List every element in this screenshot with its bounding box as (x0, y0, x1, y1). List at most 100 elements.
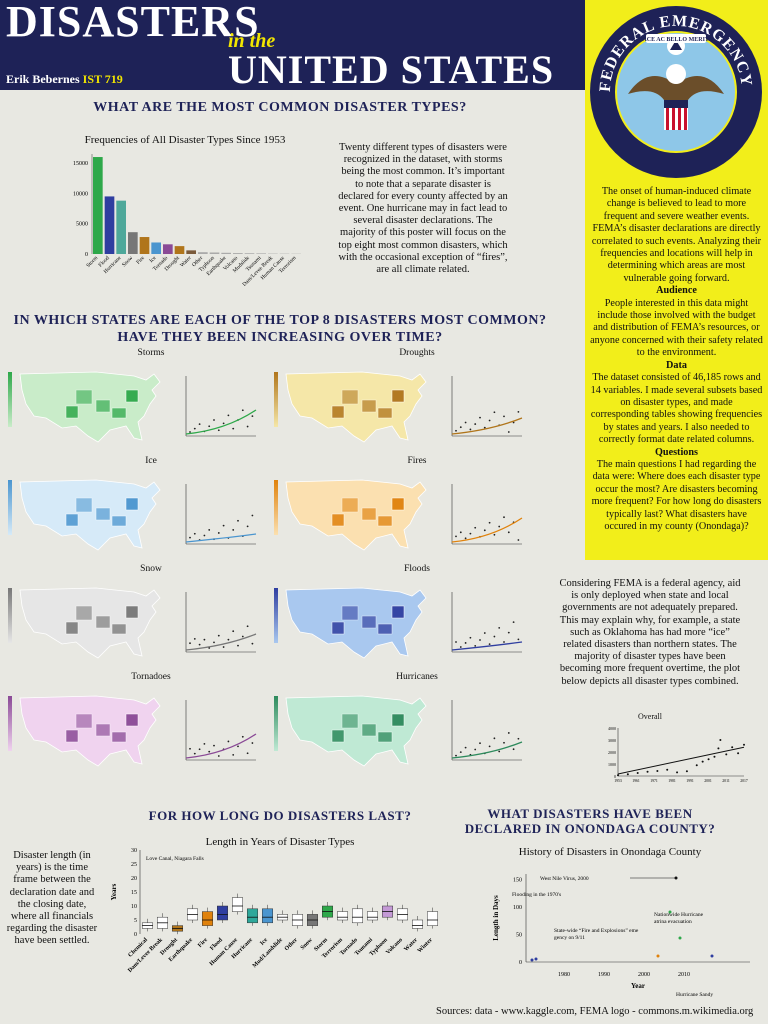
bar (221, 252, 231, 254)
trend-point (246, 625, 249, 628)
trend-point (493, 635, 496, 638)
state-highlight (125, 713, 139, 727)
overall-y-tick: 4000 (608, 726, 616, 731)
trend-line (185, 409, 257, 435)
course-tag: IST 719 (82, 72, 123, 86)
state-highlight (341, 389, 359, 405)
trend-point (483, 426, 486, 429)
panel-title: Droughts (399, 348, 435, 358)
state-highlight (125, 389, 139, 403)
onondaga-history-chart: Length in Days Year 0 50 100 150 1980 1990 2000 2… (492, 874, 750, 998)
trend-point (217, 429, 220, 432)
us-map (285, 587, 427, 659)
trend-point (189, 431, 191, 433)
trend-point (503, 641, 505, 643)
state-highlight (377, 515, 393, 527)
legend-bar (8, 588, 12, 643)
trend-point (474, 526, 477, 529)
bar (198, 252, 208, 254)
trend-point (251, 642, 254, 645)
trend-point (208, 750, 211, 753)
box (232, 897, 243, 912)
trend-point (517, 539, 520, 541)
legend-bar (274, 372, 278, 427)
trend-line (185, 533, 257, 543)
overall-point (725, 753, 728, 756)
trend-point (503, 741, 505, 744)
panel-title: Floods (404, 564, 430, 574)
state-highlight (391, 605, 405, 619)
overall-point (743, 743, 745, 746)
trend-point (198, 748, 201, 751)
overall-point (737, 752, 740, 755)
trend-line (451, 741, 523, 759)
sidebar-text: The onset of human-induced climate chang… (590, 186, 763, 533)
box (247, 908, 258, 924)
trend-point (464, 746, 467, 749)
onondaga-annotation: Flooding in the 1970's (512, 892, 561, 898)
section4-heading: WHAT DISASTERS HAVE BEEN DECLARED IN ONO… (464, 806, 716, 836)
overall-point (707, 758, 710, 761)
state-highlight (391, 389, 405, 403)
trend-line (451, 417, 523, 435)
onondaga-y-tick: 50 (516, 933, 522, 939)
section1-paragraph: Twenty different types of disasters were… (338, 142, 508, 276)
trend-point (512, 421, 515, 424)
overall-x-tick: 1981 (668, 779, 676, 783)
trend-point (455, 754, 457, 757)
disaster-length-boxplot: Years 0 5 10 15 20 25 30 Love Canal, Niagara Fal… (110, 848, 438, 974)
trend-point (503, 415, 505, 418)
legend-bar (274, 480, 278, 535)
onondaga-chart-title: History of Disasters in Onondaga County (518, 846, 702, 858)
box-y-tick: 20 (131, 876, 137, 882)
trend-point (232, 529, 235, 531)
trend-point (512, 748, 515, 751)
trend-point (455, 641, 457, 643)
panel-title: Hurricanes (396, 672, 438, 682)
box (337, 911, 348, 921)
trend-point (189, 642, 191, 645)
bar (256, 253, 266, 254)
seal-motto: PACE AC BELLO MERITA (639, 37, 713, 43)
trend-point (483, 632, 486, 634)
overall-x-tick: 1991 (686, 779, 694, 783)
overall-x-tick: 2011 (722, 779, 730, 783)
questions-heading: Questions (654, 446, 699, 458)
onondaga-point (710, 954, 714, 958)
trend-point (479, 416, 481, 419)
box-y-label: Years (110, 883, 118, 900)
state-highlight (65, 729, 79, 743)
audience-text: People interested in this data might inc… (590, 297, 763, 359)
overall-y-tick: 1000 (608, 762, 616, 767)
trend-point (517, 638, 520, 641)
author-line: Erik Bebernes IST 719 (6, 72, 123, 87)
trend-point (459, 751, 462, 754)
state-highlight (331, 513, 345, 527)
trend-point (455, 535, 457, 538)
panel-title: Tornadoes (131, 672, 171, 682)
bar-chart-title: Frequencies of All Disaster Types Since … (84, 134, 286, 146)
state-highlight (361, 507, 377, 521)
disaster-panel-floods (274, 587, 523, 659)
legend-bar (8, 696, 12, 751)
state-highlight (391, 713, 405, 727)
bar (209, 252, 220, 254)
onondaga-annotation: Nationwide Hurricane (654, 912, 704, 918)
bar (93, 157, 103, 254)
onondaga-x-tick: 2010 (678, 972, 690, 978)
state-highlight (95, 399, 111, 413)
section1-heading: WHAT ARE THE MOST COMMON DISASTER TYPES? (93, 100, 467, 115)
trend-point (517, 410, 520, 413)
trend-point (241, 409, 244, 412)
overall-y-tick: 2000 (608, 750, 616, 755)
legend-bar (8, 480, 12, 535)
box (427, 911, 438, 926)
trend-point (507, 531, 510, 534)
us-map (19, 695, 161, 767)
trend-point (193, 637, 196, 640)
trend-point (246, 752, 249, 755)
trend-point (498, 525, 501, 528)
trend-point (469, 428, 472, 431)
disaster-panel-hurricanes (274, 695, 523, 767)
onondaga-point (668, 910, 672, 914)
